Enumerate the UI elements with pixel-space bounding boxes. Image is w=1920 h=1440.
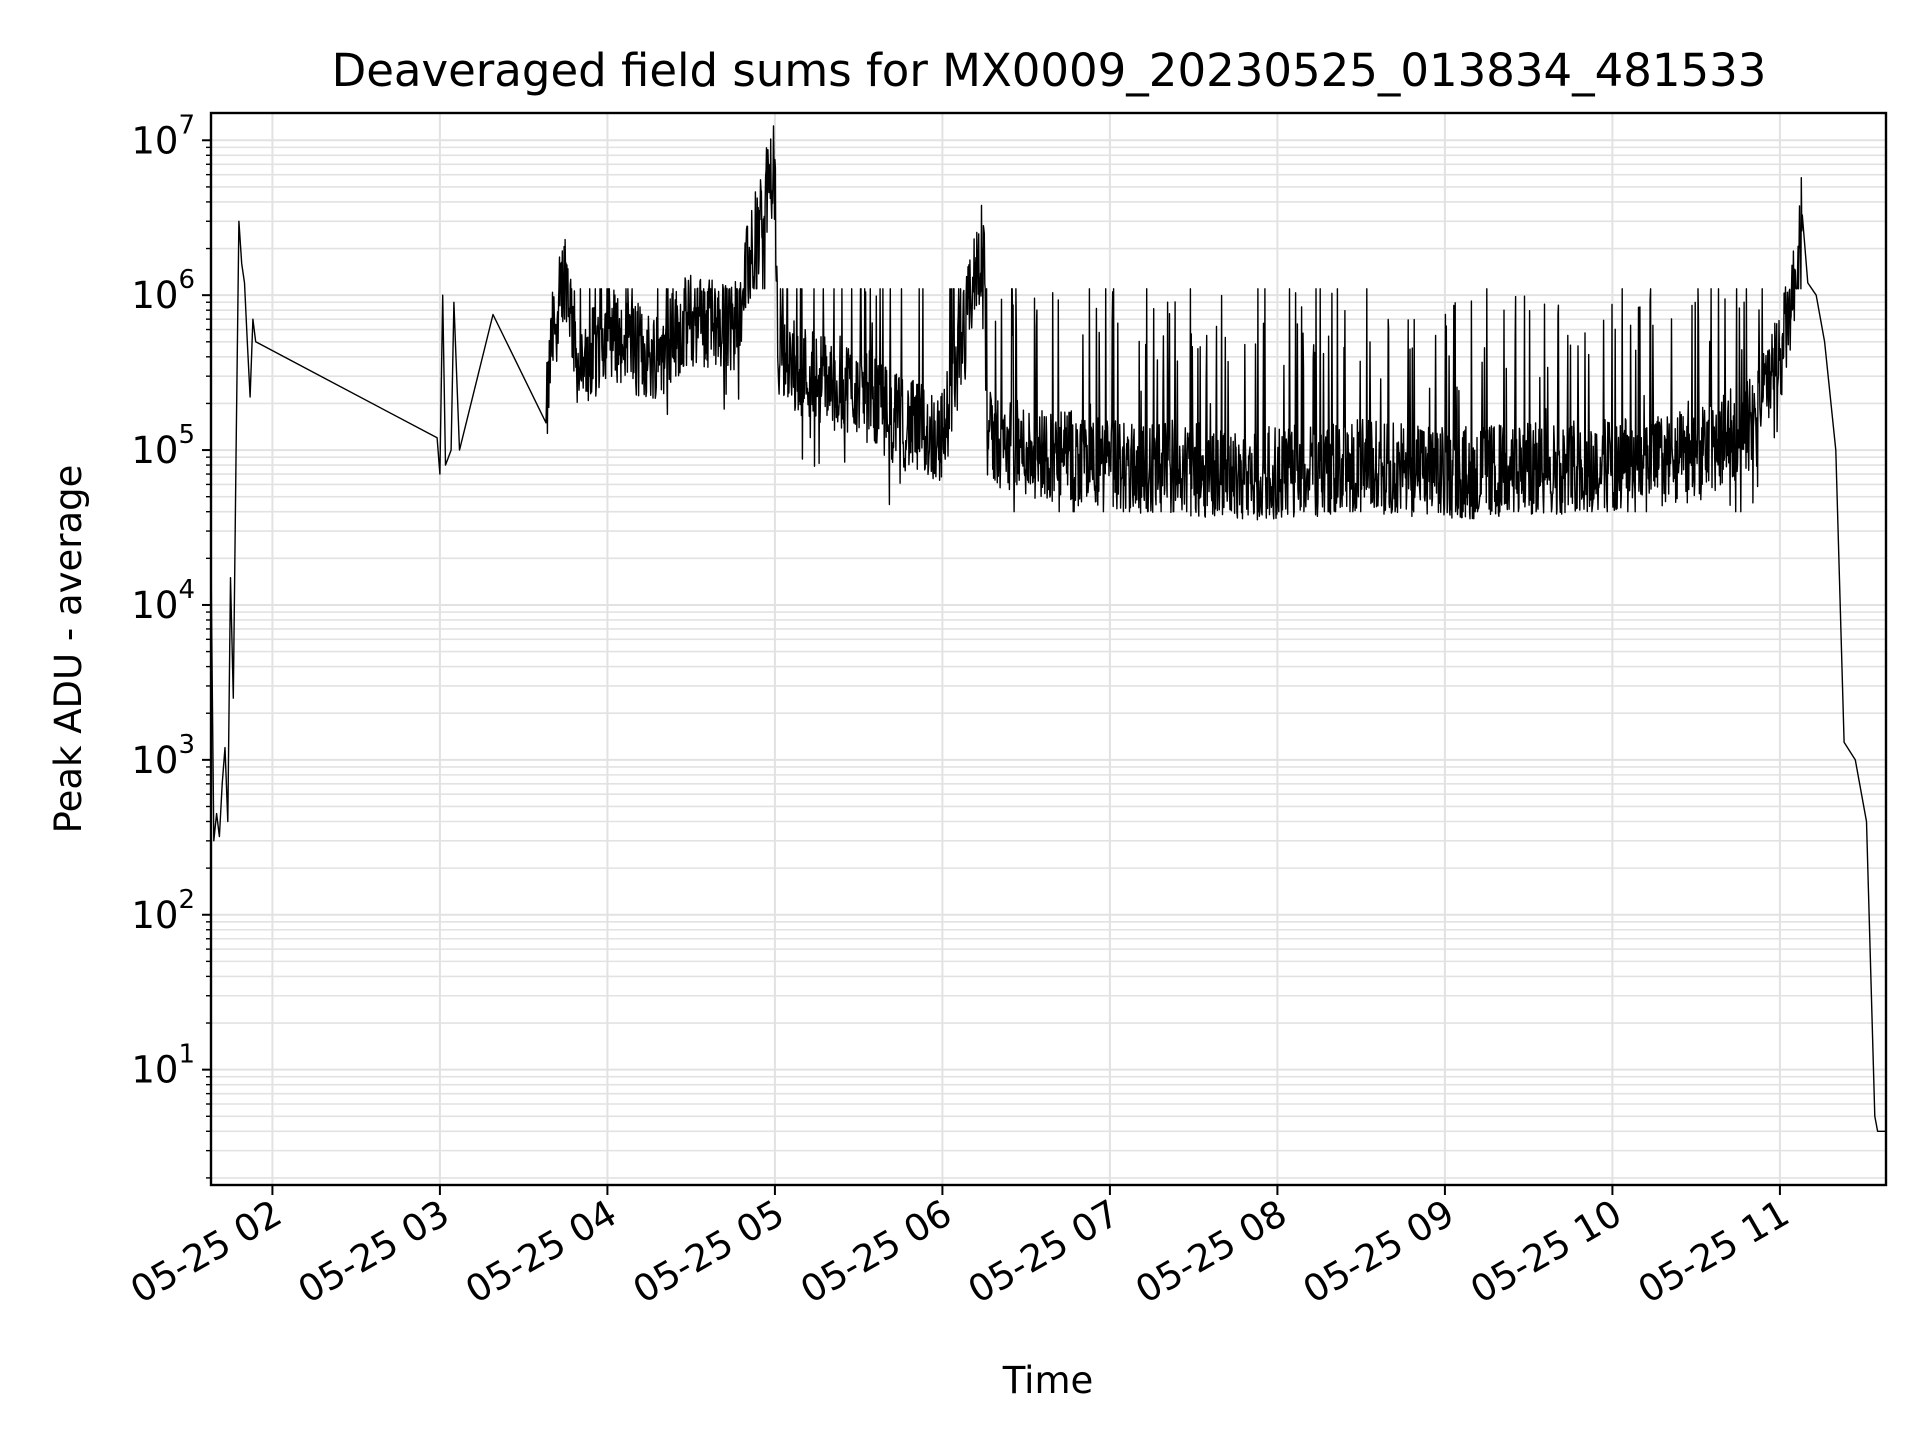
data-series bbox=[210, 125, 1886, 1132]
y-tick-label: 105 bbox=[131, 420, 195, 472]
y-tick-label: 106 bbox=[131, 265, 195, 317]
series-line bbox=[210, 125, 1886, 1132]
y-tick-label: 103 bbox=[131, 730, 195, 782]
plot-frame bbox=[209, 111, 1888, 1187]
y-tick-label: 104 bbox=[131, 575, 195, 627]
y-tick-label: 102 bbox=[131, 885, 195, 937]
y-axis: 101 102 103 104 105 106 107 bbox=[131, 110, 211, 1179]
y-axis-label: Peak ADU - average bbox=[47, 465, 90, 834]
y-tick-label: 107 bbox=[131, 110, 195, 162]
x-axis-label: Time bbox=[1002, 1359, 1094, 1402]
chart-title: Deaveraged field sums for MX0009_2023052… bbox=[332, 44, 1767, 97]
y-tick-label: 101 bbox=[131, 1040, 195, 1092]
